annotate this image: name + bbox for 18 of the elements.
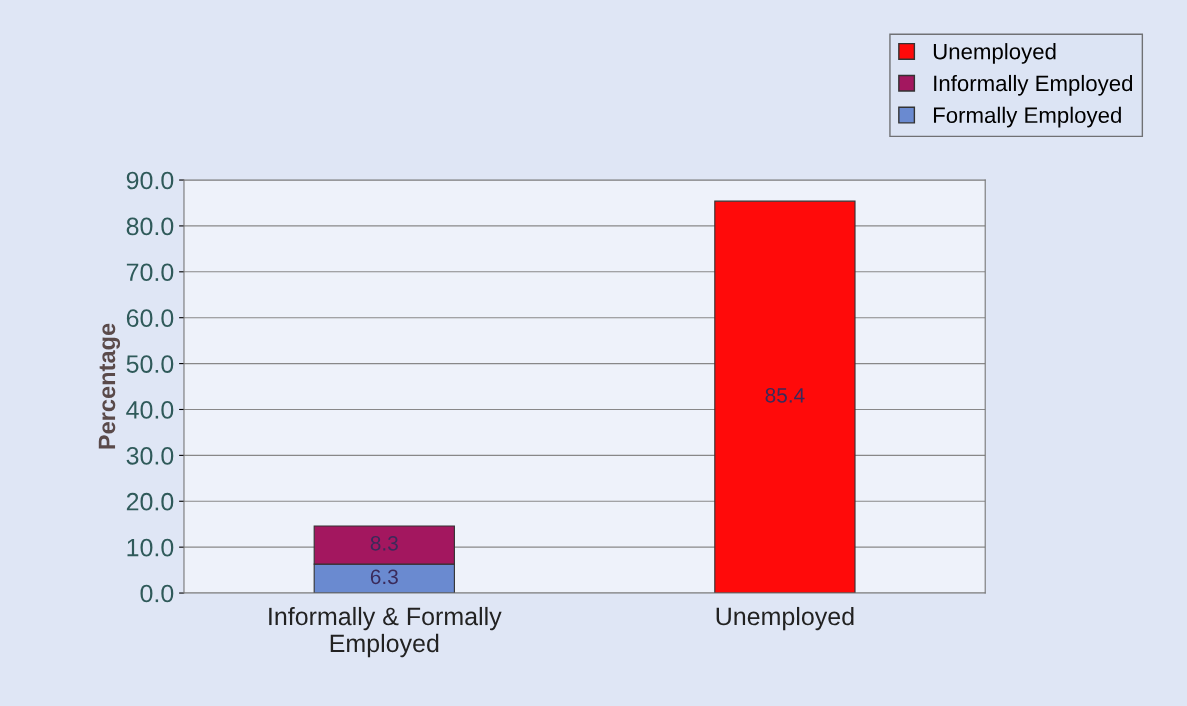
- y-tick-label: 10.0: [127, 538, 174, 557]
- y-tick-label: 70.0: [126, 263, 174, 282]
- y-tick-label: 40.0: [126, 401, 174, 419]
- y-tick-label: 80.0: [126, 217, 174, 236]
- x-tick-label: Informally & Formally Employed: [269, 606, 502, 658]
- legend-label: Informally Employed: [934, 74, 1133, 96]
- y-tick-label: 60.0: [126, 309, 174, 327]
- y-tick-label: 30.0: [126, 446, 174, 465]
- y-tick-label: 50.0: [126, 355, 174, 373]
- legend-label: Formally Employed: [933, 106, 1121, 128]
- data-label: 8.3: [370, 535, 398, 551]
- data-label: 85.4: [765, 387, 805, 403]
- data-label: 6.3: [370, 569, 398, 585]
- y-tick-label: 90.0: [126, 171, 174, 190]
- y-tick-label: 0.0: [140, 584, 174, 603]
- y-axis-title: Percentage: [98, 323, 121, 449]
- legend-label: Unemployed: [933, 43, 1056, 64]
- y-tick-label: 20.0: [126, 492, 174, 511]
